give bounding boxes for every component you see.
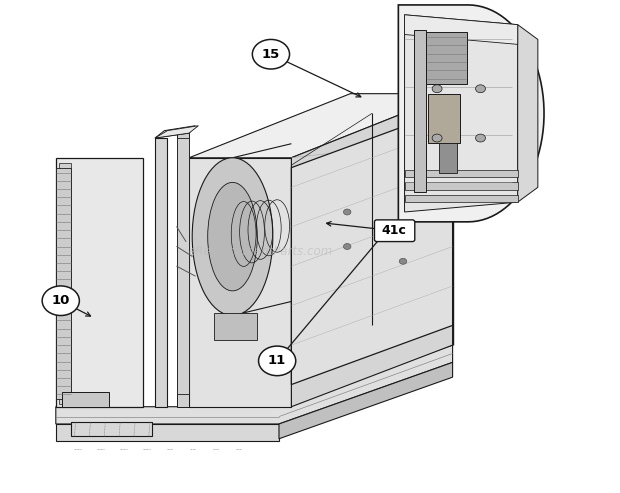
Polygon shape bbox=[62, 392, 108, 407]
Circle shape bbox=[399, 219, 407, 225]
Polygon shape bbox=[56, 168, 71, 399]
Polygon shape bbox=[56, 345, 453, 424]
Circle shape bbox=[42, 286, 79, 316]
Polygon shape bbox=[189, 158, 291, 407]
Polygon shape bbox=[155, 126, 195, 138]
Polygon shape bbox=[155, 138, 167, 407]
Polygon shape bbox=[405, 15, 518, 44]
Polygon shape bbox=[214, 313, 257, 340]
Polygon shape bbox=[518, 25, 538, 202]
Circle shape bbox=[343, 244, 351, 249]
Circle shape bbox=[399, 258, 407, 264]
Polygon shape bbox=[405, 170, 518, 177]
Circle shape bbox=[476, 134, 485, 142]
Circle shape bbox=[252, 39, 290, 69]
Polygon shape bbox=[279, 362, 453, 439]
Polygon shape bbox=[189, 94, 453, 158]
Circle shape bbox=[259, 346, 296, 376]
Polygon shape bbox=[56, 158, 143, 407]
Ellipse shape bbox=[208, 182, 257, 291]
Polygon shape bbox=[177, 138, 189, 394]
Polygon shape bbox=[428, 94, 460, 143]
Text: 10: 10 bbox=[51, 294, 70, 307]
Polygon shape bbox=[414, 30, 427, 192]
Polygon shape bbox=[439, 143, 458, 173]
Polygon shape bbox=[291, 94, 453, 407]
Text: 11: 11 bbox=[268, 354, 286, 367]
Circle shape bbox=[343, 209, 351, 215]
Polygon shape bbox=[177, 133, 189, 407]
Circle shape bbox=[432, 85, 442, 93]
Polygon shape bbox=[56, 424, 279, 441]
Polygon shape bbox=[291, 108, 453, 385]
Polygon shape bbox=[405, 195, 518, 202]
Polygon shape bbox=[405, 15, 518, 212]
Polygon shape bbox=[71, 422, 152, 436]
FancyBboxPatch shape bbox=[374, 220, 415, 242]
Text: 41c: 41c bbox=[382, 224, 407, 237]
Text: eReplacementParts.com: eReplacementParts.com bbox=[188, 245, 332, 258]
Polygon shape bbox=[59, 163, 71, 404]
Polygon shape bbox=[399, 5, 544, 222]
Text: 15: 15 bbox=[262, 48, 280, 61]
Ellipse shape bbox=[192, 158, 273, 316]
Polygon shape bbox=[155, 126, 198, 138]
Circle shape bbox=[476, 85, 485, 93]
Polygon shape bbox=[427, 32, 467, 84]
Circle shape bbox=[432, 134, 442, 142]
Polygon shape bbox=[405, 182, 518, 190]
